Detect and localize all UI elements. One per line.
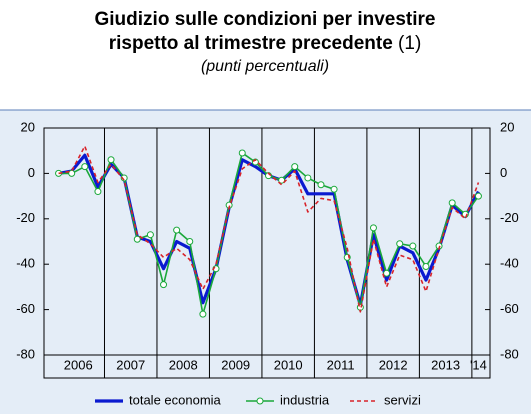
y2-tick-label: -20 (500, 210, 519, 225)
legend-marker (256, 397, 264, 405)
y2-tick-label: -40 (500, 256, 519, 271)
series-marker (369, 224, 377, 232)
legend-label: totale economia (129, 392, 222, 407)
chart-title: rispetto al trimestre precedente (1) (109, 33, 422, 54)
series-marker (304, 174, 312, 182)
chart-subtitle: (punti percentuali) (201, 58, 329, 75)
y2-tick-label: 0 (500, 165, 507, 180)
series-marker (448, 199, 456, 207)
series-marker (94, 188, 102, 196)
y2-tick-label: -60 (500, 301, 519, 316)
series-marker (199, 310, 207, 318)
y-tick-label: 20 (21, 119, 35, 134)
legend-label: servizi (384, 392, 421, 407)
y-tick-label: -80 (16, 346, 35, 361)
series-marker (383, 269, 391, 277)
legend-label: industria (280, 392, 330, 407)
series-marker (330, 185, 338, 193)
chart-title-line: rispetto al trimestre precedente (109, 33, 393, 54)
y-tick-label: -20 (16, 210, 35, 225)
x-tick-label: 2013 (431, 357, 460, 372)
chart-title: Giudizio sulle condizioni per investire (95, 9, 436, 30)
series-marker (278, 176, 286, 184)
y-tick-label: -60 (16, 301, 35, 316)
x-tick-label: 2011 (327, 357, 355, 372)
x-tick-label: 2010 (274, 357, 303, 372)
series-marker (68, 169, 76, 177)
y2-tick-label: 20 (500, 119, 514, 134)
y-tick-label: 0 (28, 165, 35, 180)
series-line (58, 145, 480, 313)
y2-tick-label: -80 (500, 346, 519, 361)
x-tick-label: 2012 (379, 357, 408, 372)
series-marker (409, 242, 417, 250)
x-tick-label: 2009 (221, 357, 250, 372)
y-tick-label: -40 (16, 256, 35, 271)
series-marker (186, 238, 194, 245)
series-marker (474, 192, 482, 200)
x-tick-label: '14 (470, 357, 487, 372)
series-marker (396, 240, 404, 248)
series-marker (422, 262, 430, 270)
series-marker (317, 181, 325, 189)
x-tick-label: 2006 (64, 357, 93, 372)
series-marker (81, 163, 89, 171)
series-marker (133, 235, 141, 243)
series-marker (173, 226, 181, 234)
series-marker (160, 281, 168, 289)
series-marker (238, 149, 246, 157)
series-marker (146, 231, 154, 239)
x-tick-label: 2008 (169, 357, 198, 372)
series-marker (107, 156, 115, 164)
plot-frame (43, 127, 491, 379)
title-note: (1) (398, 33, 421, 54)
x-tick-label: 2007 (116, 357, 145, 372)
series-marker (291, 163, 299, 171)
